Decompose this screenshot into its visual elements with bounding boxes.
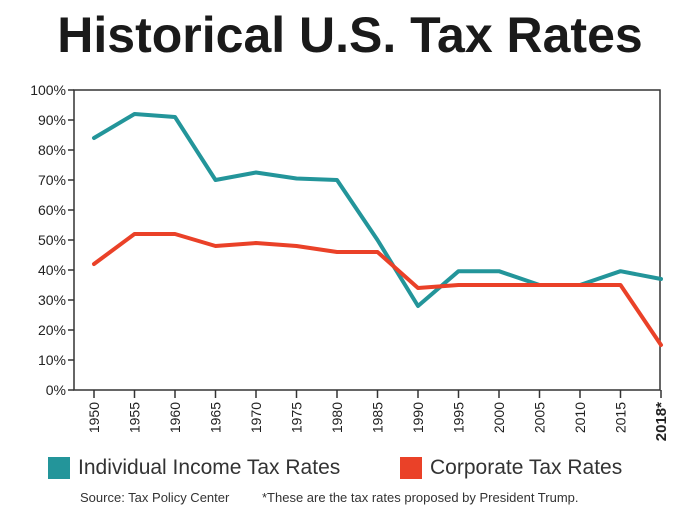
plot-frame xyxy=(73,89,661,391)
series-line-individual xyxy=(92,112,663,308)
x-tick-label: 1950 xyxy=(86,402,102,433)
x-tick-label: 1975 xyxy=(289,402,305,433)
y-tick-label: 20% xyxy=(38,322,66,338)
x-tick-label: 1985 xyxy=(370,402,386,433)
footnote: *These are the tax rates proposed by Pre… xyxy=(262,490,579,505)
x-tick-label: 1955 xyxy=(127,402,143,433)
y-tick-label: 90% xyxy=(38,112,66,128)
y-tick-label: 60% xyxy=(38,202,66,218)
y-tick-label: 70% xyxy=(38,172,66,188)
y-tick-label: 100% xyxy=(30,82,66,98)
legend-swatch-corporate xyxy=(400,457,422,479)
chart-lines xyxy=(92,112,663,347)
x-tick-label: 1995 xyxy=(451,402,467,433)
x-tick-label: 1970 xyxy=(248,402,264,433)
y-tick-label: 40% xyxy=(38,262,66,278)
x-tick-label: 2010 xyxy=(572,402,588,433)
x-tick-label: 1980 xyxy=(329,402,345,433)
y-tick-label: 30% xyxy=(38,292,66,308)
x-tick-label: 2015 xyxy=(613,402,629,433)
y-tick-label: 0% xyxy=(46,382,66,398)
x-tick-label: 2018* xyxy=(653,402,670,441)
legend-item-corporate: Corporate Tax Rates xyxy=(400,456,622,480)
chart-axes: 0% 10% 20% 30% 40% 50% 60% 70% 80% 90% 100% 1950 195… xyxy=(30,82,670,441)
y-tick-label: 10% xyxy=(38,352,66,368)
x-tick-label: 2005 xyxy=(532,402,548,433)
line-chart: 0% 10% 20% 30% 40% 50% 60% 70% 80% 90% 100% 1950 195… xyxy=(30,82,670,441)
y-tick-label: 80% xyxy=(38,142,66,158)
legend: Individual Income Tax Rates Corporate Ta… xyxy=(0,456,700,488)
x-tick-label: 1965 xyxy=(208,402,224,433)
x-tick-label: 1990 xyxy=(410,402,426,433)
legend-item-individual: Individual Income Tax Rates xyxy=(48,456,340,480)
series-line-corporate xyxy=(92,232,663,347)
legend-label-individual: Individual Income Tax Rates xyxy=(78,456,341,479)
x-tick-label: 2000 xyxy=(491,402,507,433)
legend-swatch-individual xyxy=(48,457,70,479)
x-tick-label: 1960 xyxy=(167,402,183,433)
chart-title: Historical U.S. Tax Rates xyxy=(57,7,643,63)
source-note: Source: Tax Policy Center xyxy=(80,490,230,505)
legend-label-corporate: Corporate Tax Rates xyxy=(430,456,623,479)
y-tick-label: 50% xyxy=(38,232,66,248)
